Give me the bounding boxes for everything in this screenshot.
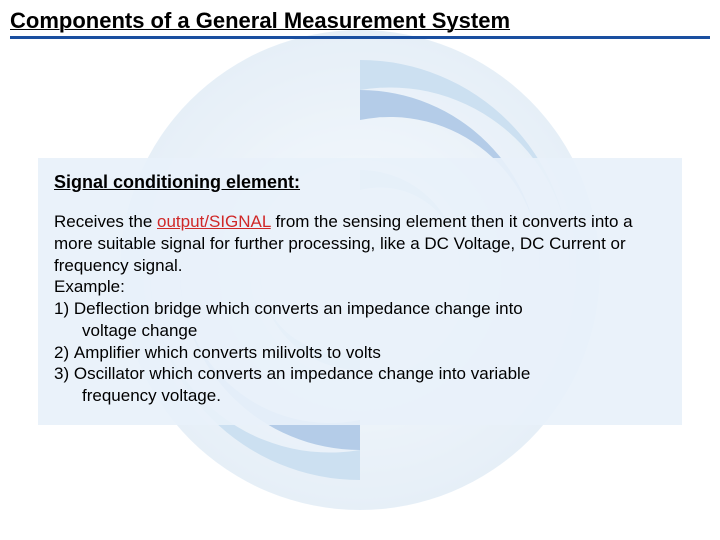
example-label: Example: — [54, 277, 125, 296]
example-num: 3) — [54, 364, 69, 383]
content-box: Signal conditioning element: Receives th… — [38, 158, 682, 425]
example-item-3-cont: frequency voltage. — [54, 385, 666, 407]
section-title: Signal conditioning element: — [54, 172, 666, 193]
example-item-1: 1) Deflection bridge which converts an i… — [54, 298, 666, 320]
intro-highlight: output/SIGNAL — [157, 212, 271, 231]
example-item-1-cont: voltage change — [54, 320, 666, 342]
example-num: 2) — [54, 343, 69, 362]
example-item-2: 2) Amplifier which converts milivolts to… — [54, 342, 666, 364]
example-line1: Oscillator which converts an impedance c… — [74, 364, 530, 383]
title-underline-rule — [10, 36, 710, 39]
example-line1: Deflection bridge which converts an impe… — [74, 299, 523, 318]
example-line1: Amplifier which converts milivolts to vo… — [74, 343, 381, 362]
title-bar: Components of a General Measurement Syst… — [0, 0, 720, 45]
example-item-3: 3) Oscillator which converts an impedanc… — [54, 363, 666, 385]
body-text: Receives the output/SIGNAL from the sens… — [54, 211, 666, 407]
intro-pre: Receives the — [54, 212, 157, 231]
example-num: 1) — [54, 299, 69, 318]
slide-title: Components of a General Measurement Syst… — [10, 8, 710, 34]
